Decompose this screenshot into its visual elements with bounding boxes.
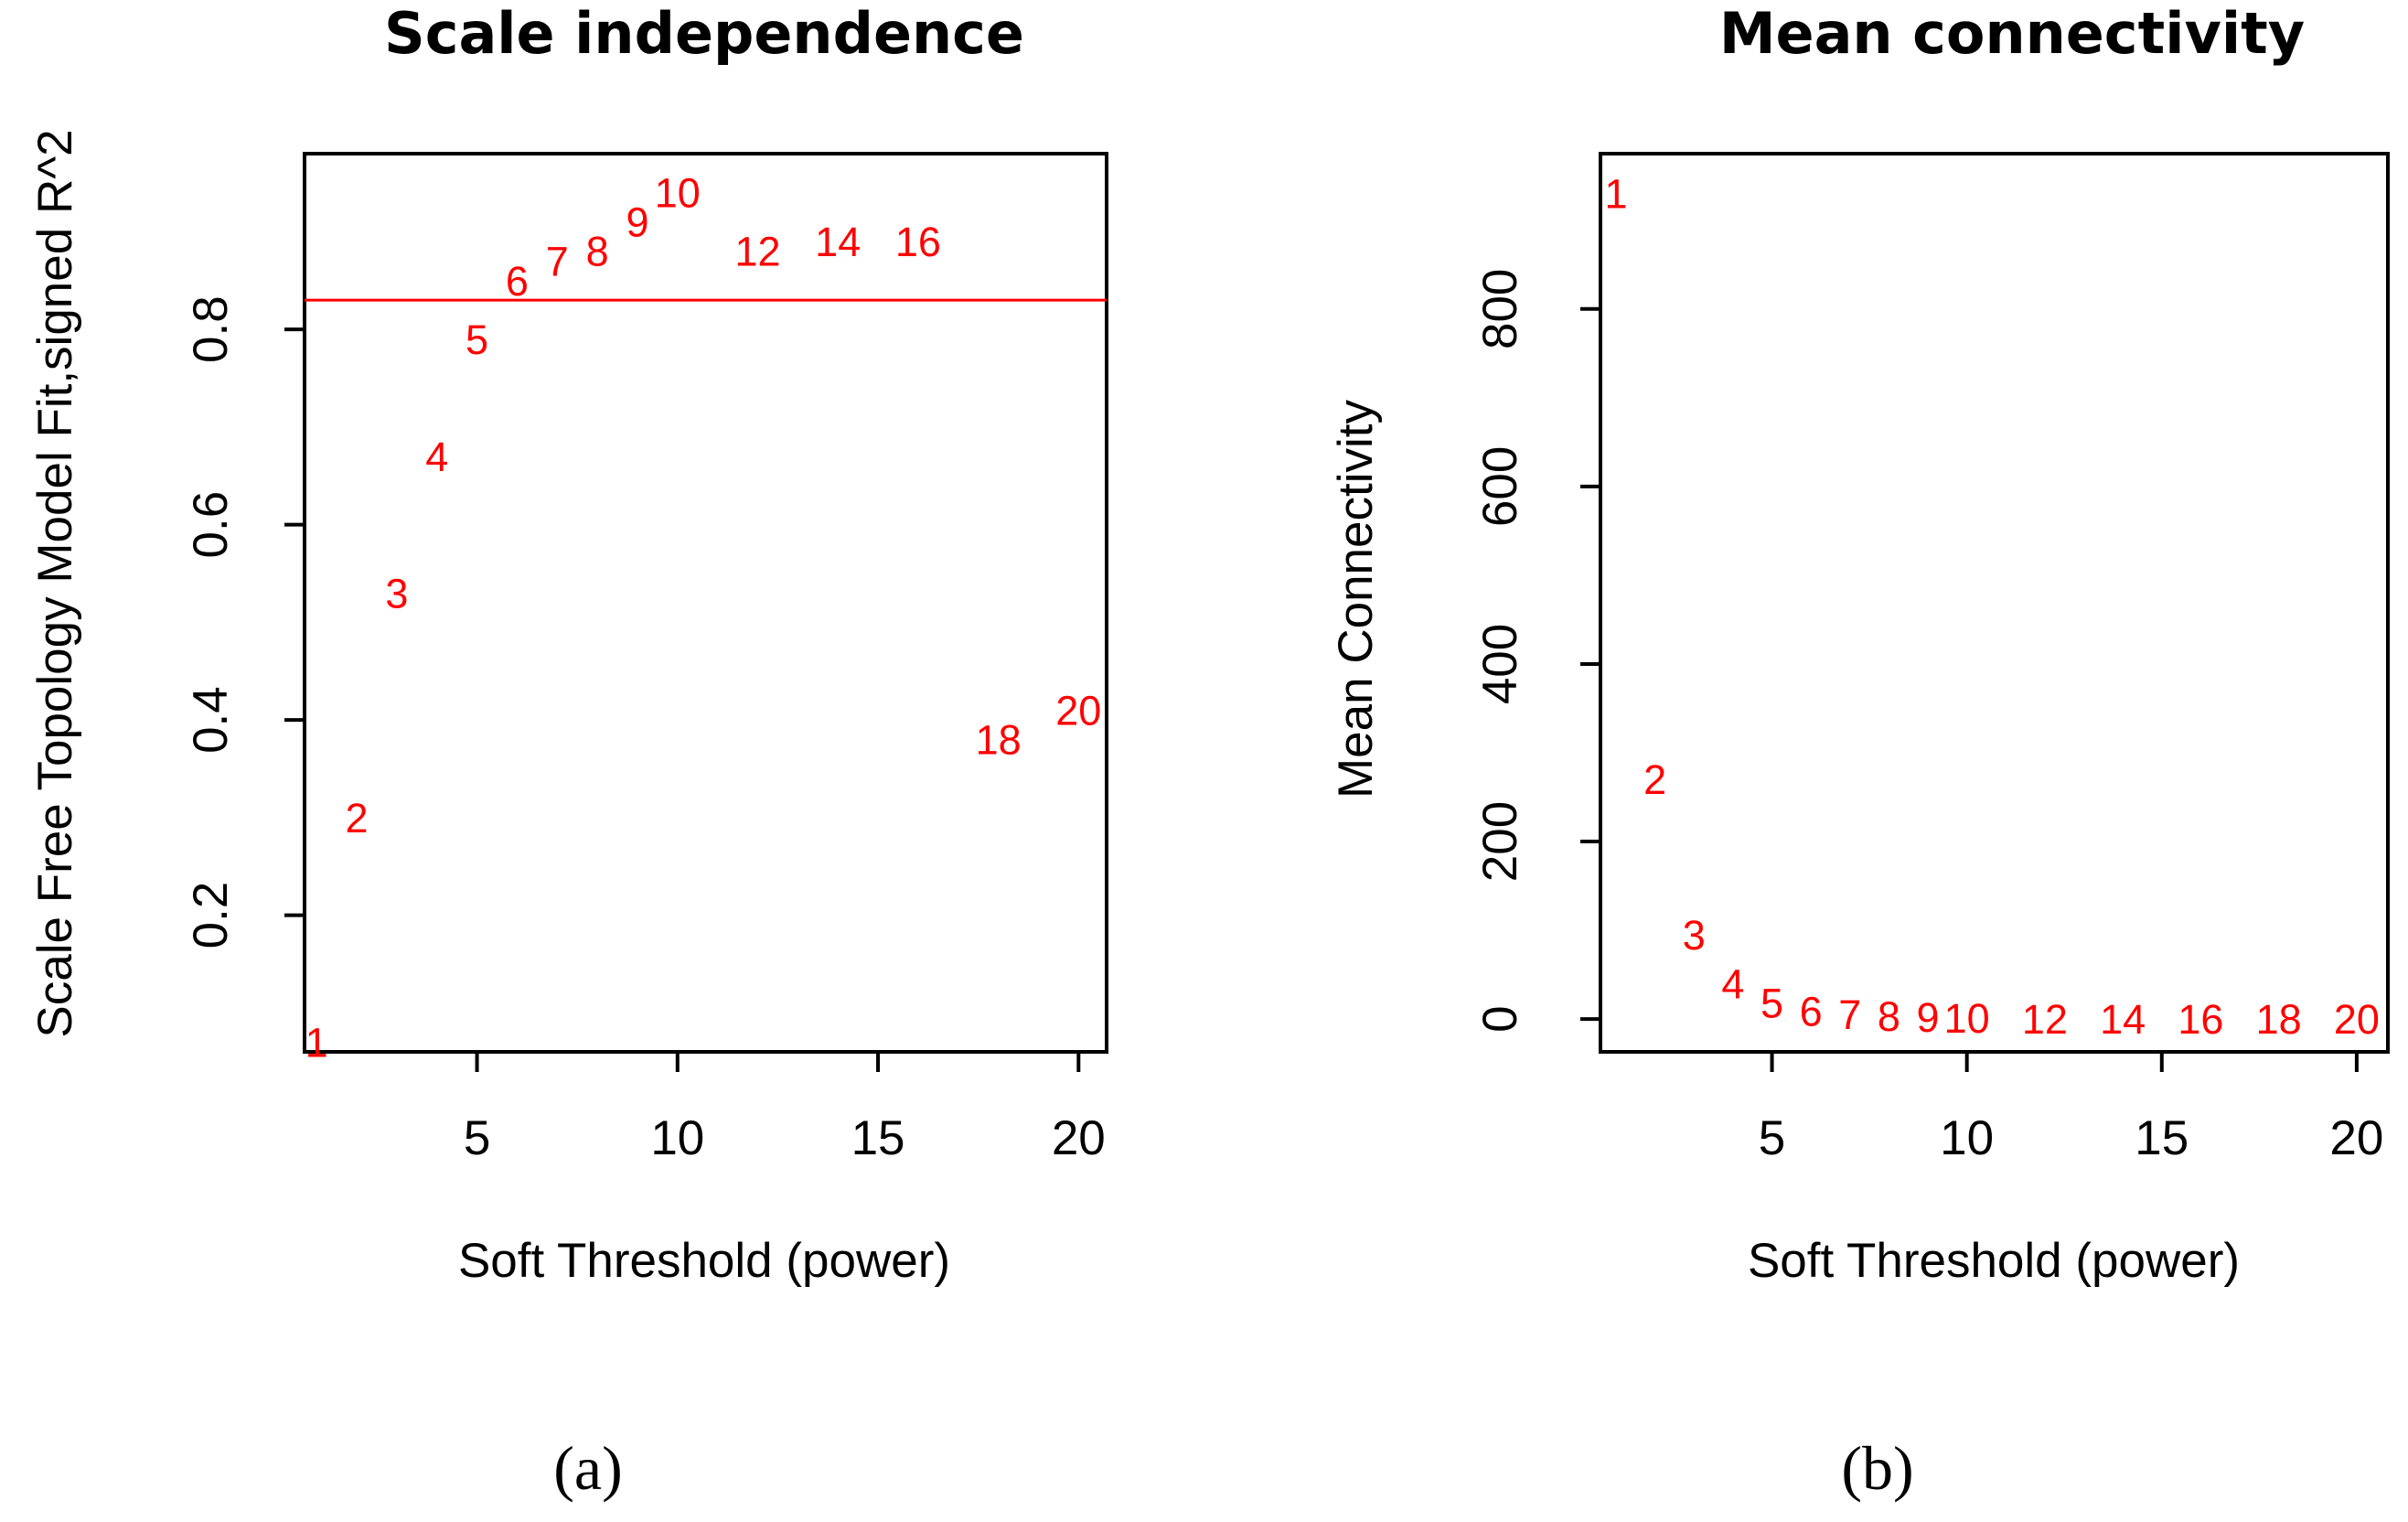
panel-a-x-tick-label-15: 15 xyxy=(851,1111,905,1165)
panel-b-y-tick-label-3: 600 xyxy=(1473,446,1527,527)
panel-b-y-tick-label-1: 200 xyxy=(1473,801,1527,882)
panel-b-point-3: 3 xyxy=(1683,912,1706,959)
panel-a-point-8: 8 xyxy=(586,229,609,275)
panel-b-title: Mean connectivity xyxy=(1719,0,2305,67)
panel-a-point-16: 16 xyxy=(895,219,941,265)
panel-a-caption: (a) xyxy=(553,1433,622,1503)
panel-a-y-tick-label-3: 0.8 xyxy=(184,295,238,363)
panel-b-mean-connectivity: Mean connectivity 5 10 15 20 0200400600800 … xyxy=(1329,0,2390,1503)
panel-a-point-18: 18 xyxy=(976,716,1022,763)
panel-b-caption: (b) xyxy=(1841,1433,1913,1503)
panel-b-point-4: 4 xyxy=(1721,960,1744,1007)
panel-a-point-14: 14 xyxy=(815,219,861,265)
panel-a-y-tick-label-0: 0.2 xyxy=(184,882,238,949)
panel-a-point-12: 12 xyxy=(734,229,780,275)
panel-b-point-20: 20 xyxy=(2334,996,2380,1043)
panel-a-title: Scale independence xyxy=(384,0,1024,67)
panel-a-point-7: 7 xyxy=(546,238,569,284)
panel-b-y-axis-label: Mean Connectivity xyxy=(1329,400,1383,799)
panel-b-point-16: 16 xyxy=(2178,996,2223,1043)
panel-a-x-axis: 5 10 15 20 xyxy=(464,1052,1106,1165)
panel-b-y-tick-label-0: 0 xyxy=(1473,1005,1527,1032)
panel-b-x-axis-label: Soft Threshold (power) xyxy=(1748,1234,2240,1288)
panel-a-x-tick-label-20: 20 xyxy=(1052,1111,1106,1165)
panel-b-y-tick-label-2: 400 xyxy=(1473,624,1527,704)
panel-a-y-axis-label: Scale Free Topology Model Fit,signed R^2 xyxy=(28,129,82,1037)
panel-b-point-14: 14 xyxy=(2100,996,2146,1043)
panel-b-x-tick-label-10: 10 xyxy=(1940,1111,1994,1165)
panel-a-y-tick-label-1: 0.4 xyxy=(184,686,238,754)
panel-b-plot-frame xyxy=(1599,152,2390,1054)
panel-b-point-18: 18 xyxy=(2256,996,2302,1043)
panel-b-point-12: 12 xyxy=(2022,996,2068,1043)
panel-b-point-7: 7 xyxy=(1838,991,1861,1038)
panel-a-point-20: 20 xyxy=(1055,687,1101,734)
panel-b-x-tick-label-20: 20 xyxy=(2329,1111,2383,1165)
panel-b-point-2: 2 xyxy=(1643,756,1666,803)
panel-b-x-tick-label-15: 15 xyxy=(2135,1111,2189,1165)
panel-a-y-tick-label-2: 0.6 xyxy=(184,491,238,559)
panel-a-scale-independence: Scale independence 5 10 15 20 0.20.40.60.8 … xyxy=(28,0,1108,1503)
panel-b-y-axis: 0 200 400 600 800 xyxy=(1473,269,1600,1033)
panel-b-y-tick-label-4: 800 xyxy=(1473,269,1527,349)
panel-b-point-6: 6 xyxy=(1800,988,1823,1034)
panel-a-point-3: 3 xyxy=(385,570,408,616)
panel-a-point-9: 9 xyxy=(626,199,648,246)
panel-b-x-axis: 5 10 15 20 xyxy=(1759,1052,2383,1165)
panel-a-x-axis-label: Soft Threshold (power) xyxy=(458,1234,950,1288)
panel-a-x-tick-label-10: 10 xyxy=(650,1111,704,1165)
panel-a-point-1: 1 xyxy=(305,1019,328,1066)
panel-a-plot-frame xyxy=(303,152,1108,1054)
panel-b-x-tick-label-5: 5 xyxy=(1759,1111,1785,1165)
panel-b-point-1: 1 xyxy=(1605,171,1628,218)
panel-a-x-tick-label-5: 5 xyxy=(464,1111,490,1165)
panel-b-point-5: 5 xyxy=(1761,981,1783,1027)
panel-a-point-10: 10 xyxy=(655,170,701,217)
panel-b-point-8: 8 xyxy=(1878,993,1900,1040)
panel-b-point-9: 9 xyxy=(1917,994,1940,1041)
panel-a-y-axis: 0.2 0.4 0.6 0.8 xyxy=(184,295,305,949)
panel-b-point-10: 10 xyxy=(1944,995,1990,1042)
panel-a-point-4: 4 xyxy=(425,434,448,480)
panel-a-point-5: 5 xyxy=(466,316,488,363)
panel-a-point-2: 2 xyxy=(345,795,368,841)
panel-a-point-6: 6 xyxy=(506,258,529,305)
